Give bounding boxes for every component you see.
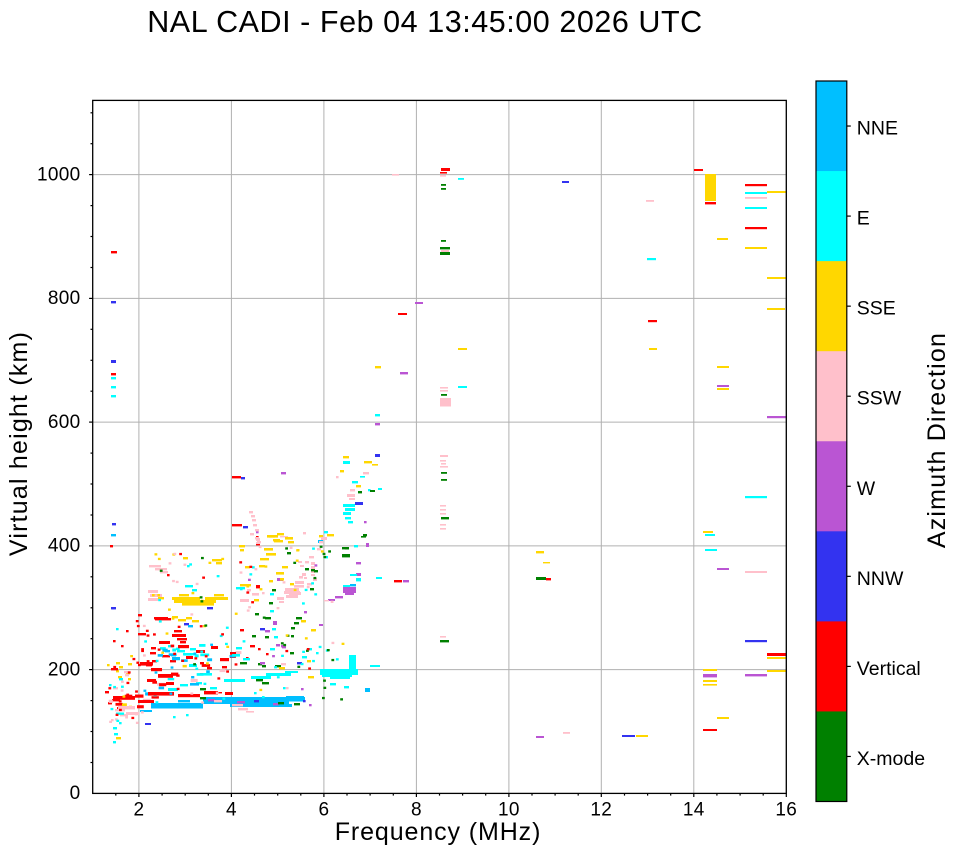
svg-text:NNE: NNE bbox=[857, 118, 898, 140]
svg-text:6: 6 bbox=[318, 799, 329, 820]
svg-text:E: E bbox=[857, 208, 870, 230]
svg-text:10: 10 bbox=[498, 799, 520, 820]
svg-text:Frequency (MHz): Frequency (MHz) bbox=[335, 818, 542, 846]
svg-text:800: 800 bbox=[48, 288, 81, 309]
svg-text:Virtual height (km): Virtual height (km) bbox=[5, 331, 33, 556]
svg-text:Azimuth Direction: Azimuth Direction bbox=[923, 332, 951, 548]
svg-text:X-mode: X-mode bbox=[857, 748, 925, 770]
svg-text:14: 14 bbox=[683, 799, 705, 820]
svg-text:SSW: SSW bbox=[857, 388, 902, 410]
svg-text:0: 0 bbox=[70, 783, 81, 804]
svg-text:8: 8 bbox=[411, 799, 422, 820]
svg-text:16: 16 bbox=[775, 799, 797, 820]
svg-text:1000: 1000 bbox=[37, 164, 80, 185]
svg-text:2: 2 bbox=[133, 799, 144, 820]
svg-text:4: 4 bbox=[226, 799, 237, 820]
svg-text:200: 200 bbox=[48, 659, 81, 680]
svg-text:12: 12 bbox=[590, 799, 612, 820]
svg-text:600: 600 bbox=[48, 412, 81, 433]
svg-text:NAL CADI - Feb 04 13:45:00 202: NAL CADI - Feb 04 13:45:00 2026 UTC bbox=[147, 5, 703, 39]
svg-text:W: W bbox=[857, 478, 876, 500]
svg-text:SSE: SSE bbox=[857, 298, 896, 320]
svg-text:NNW: NNW bbox=[857, 568, 904, 590]
svg-text:400: 400 bbox=[48, 536, 81, 557]
svg-text:Vertical: Vertical bbox=[857, 658, 921, 680]
